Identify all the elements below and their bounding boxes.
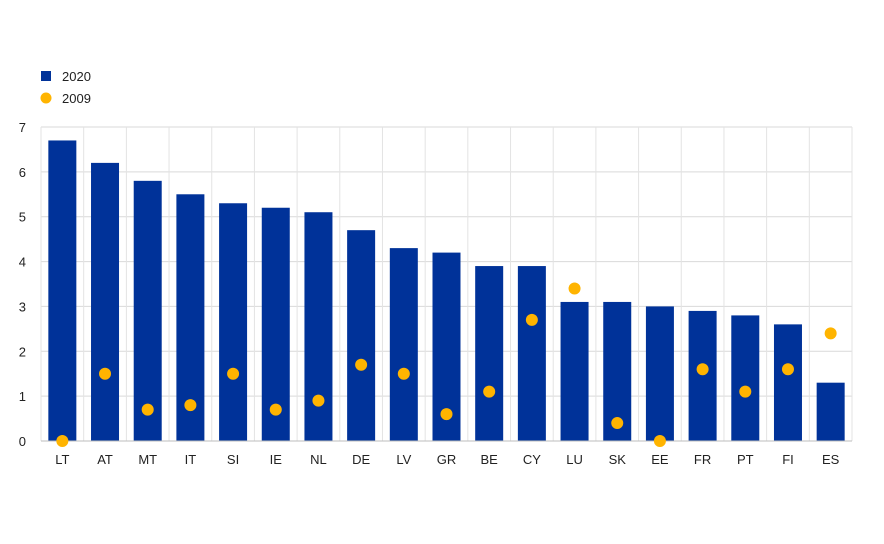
dot-2009-at bbox=[99, 367, 112, 380]
bar-2020-mt bbox=[133, 180, 162, 442]
x-tick-label: LT bbox=[55, 452, 69, 467]
bar-2020-cy bbox=[517, 266, 546, 441]
y-tick-label: 4 bbox=[19, 255, 26, 270]
x-tick-label: LV bbox=[396, 452, 411, 467]
x-tick-label: FI bbox=[782, 452, 794, 467]
x-tick-label: LU bbox=[566, 452, 583, 467]
x-tick-label: ES bbox=[822, 452, 840, 467]
bar-2020-lu bbox=[560, 301, 589, 441]
y-tick-label: 3 bbox=[19, 299, 26, 314]
legend-marker-2009 bbox=[40, 92, 52, 104]
x-tick-label: GR bbox=[437, 452, 457, 467]
x-tick-label: MT bbox=[138, 452, 157, 467]
dot-2009-ee bbox=[653, 435, 666, 447]
y-tick-label: 6 bbox=[19, 165, 26, 180]
bar-2020-ee bbox=[645, 306, 674, 441]
bar-2020-fi bbox=[773, 324, 802, 441]
dot-2009-lu bbox=[568, 282, 581, 295]
bar-2020-de bbox=[347, 230, 376, 441]
dot-2009-si bbox=[227, 367, 240, 380]
legend-label-2009: 2009 bbox=[62, 91, 91, 106]
dot-2009-cy bbox=[525, 313, 538, 326]
dot-2009-gr bbox=[440, 408, 453, 421]
dot-2009-fr bbox=[696, 363, 709, 376]
dot-2009-fi bbox=[781, 363, 794, 376]
dot-2009-lv bbox=[397, 367, 410, 380]
x-tick-label: AT bbox=[97, 452, 113, 467]
x-tick-label: IT bbox=[185, 452, 197, 467]
bar-2020-lv bbox=[389, 248, 418, 441]
legend-marker-2020 bbox=[41, 71, 51, 81]
y-tick-label: 0 bbox=[19, 434, 26, 449]
x-tick-label: IE bbox=[270, 452, 283, 467]
dot-2009-lt bbox=[56, 435, 69, 447]
dot-2009-sk bbox=[611, 417, 624, 430]
dot-2009-de bbox=[355, 358, 368, 371]
dot-2009-es bbox=[824, 327, 837, 340]
y-tick-label: 1 bbox=[19, 389, 26, 404]
y-tick-label: 7 bbox=[19, 120, 26, 135]
bar-2020-si bbox=[219, 203, 248, 441]
bar-2020-es bbox=[816, 382, 845, 441]
x-tick-label: PT bbox=[737, 452, 754, 467]
dot-2009-mt bbox=[141, 403, 154, 416]
dot-2009-it bbox=[184, 399, 197, 412]
plot-area: 0 1 2 3 4 5 6 7 LT AT MT IT SI IE NL DE LV GR BE CY LU SK EE FR… bbox=[19, 120, 853, 467]
bar-2020-at bbox=[91, 162, 120, 441]
x-tick-label: NL bbox=[310, 452, 327, 467]
dot-2009-ie bbox=[269, 403, 282, 416]
bar-2020-ie bbox=[261, 207, 290, 441]
bar-2020-lt bbox=[48, 140, 77, 441]
x-tick-label: SK bbox=[609, 452, 627, 467]
dot-2009-nl bbox=[312, 394, 325, 407]
bar-2020-nl bbox=[304, 212, 333, 441]
y-tick-label: 5 bbox=[19, 210, 26, 225]
dot-2009-pt bbox=[739, 385, 752, 398]
legend: 2020 2009 bbox=[40, 69, 91, 106]
x-tick-label: SI bbox=[227, 452, 239, 467]
legend-label-2020: 2020 bbox=[62, 69, 91, 84]
dot-2009-be bbox=[483, 385, 496, 398]
x-tick-label: DE bbox=[352, 452, 370, 467]
bar-2020-fr bbox=[688, 310, 717, 441]
x-tick-label: FR bbox=[694, 452, 711, 467]
x-tick-label: CY bbox=[523, 452, 541, 467]
y-tick-label: 2 bbox=[19, 344, 26, 359]
x-tick-label: BE bbox=[481, 452, 499, 467]
bar-2020-pt bbox=[731, 315, 760, 441]
x-tick-label: EE bbox=[651, 452, 669, 467]
bar-2020-be bbox=[475, 266, 504, 441]
